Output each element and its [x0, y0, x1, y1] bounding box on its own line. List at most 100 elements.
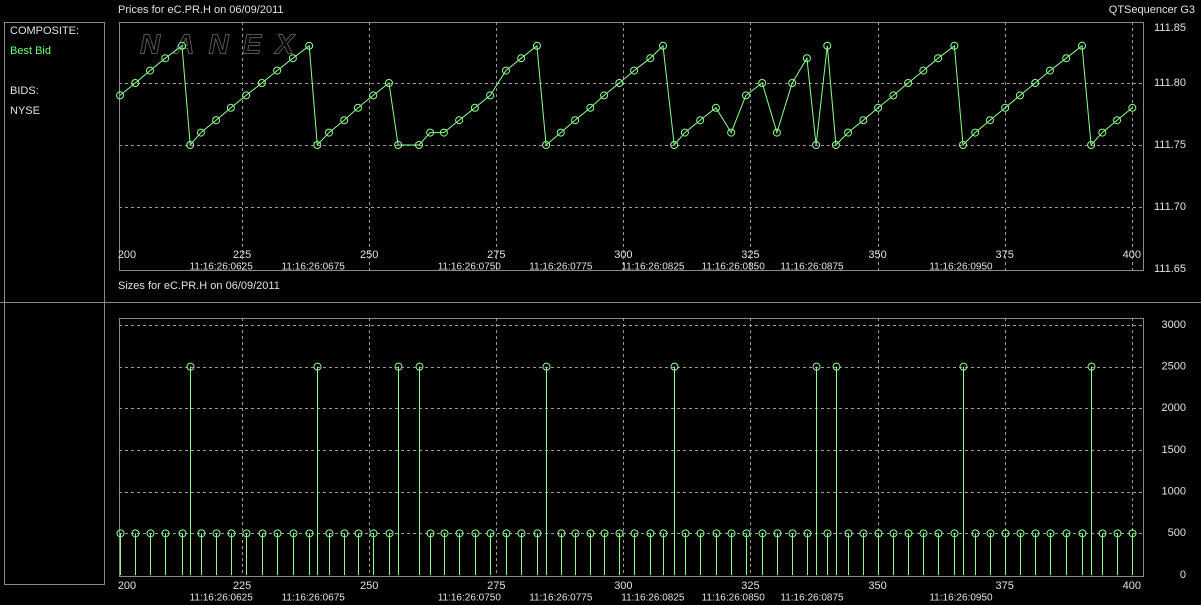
size-marker: [773, 529, 782, 538]
price-marker: [950, 41, 959, 50]
size-marker: [712, 529, 721, 538]
size-marker: [186, 362, 195, 371]
size-marker: [1062, 529, 1071, 538]
x-tick-label: 250: [360, 249, 378, 261]
price-marker: [727, 128, 736, 137]
size-marker: [823, 529, 832, 538]
y-tick-label: 3000: [1162, 319, 1186, 331]
price-marker: [934, 54, 943, 63]
size-marker: [659, 529, 668, 538]
size-marker: [146, 529, 155, 538]
size-marker: [681, 529, 690, 538]
price-marker: [1098, 128, 1107, 137]
panel-heading: BIDS:: [10, 85, 39, 97]
size-marker: [486, 529, 495, 538]
size-marker: [1113, 529, 1122, 538]
size-marker: [258, 529, 267, 538]
time-label: 11:16:26:0625: [190, 593, 254, 604]
price-marker: [532, 41, 541, 50]
price-marker: [146, 66, 155, 75]
time-label: 11:16:26:0950: [929, 593, 993, 604]
price-marker: [131, 79, 140, 87]
time-label: 11:16:26:0750: [438, 262, 502, 273]
x-tick-label: 225: [233, 249, 251, 261]
size-marker: [586, 529, 595, 538]
price-marker: [889, 91, 898, 100]
x-tick-label: 200: [118, 580, 136, 592]
size-marker: [1098, 529, 1107, 538]
size-marker: [630, 529, 639, 538]
size-marker: [803, 529, 812, 538]
size-marker: [742, 529, 751, 538]
price-marker: [369, 91, 378, 100]
price-marker: [273, 66, 282, 75]
size-marker: [305, 529, 314, 538]
size-marker: [696, 529, 705, 538]
size-marker: [385, 529, 394, 538]
size-marker: [874, 529, 883, 538]
size-marker: [615, 529, 624, 538]
price-marker: [600, 91, 609, 100]
time-label: 11:16:26:0750: [438, 593, 502, 604]
size-marker: [440, 529, 449, 538]
price-marker: [1062, 54, 1071, 63]
price-marker: [353, 103, 362, 112]
price-marker: [242, 91, 251, 100]
size-marker: [354, 529, 363, 538]
price-marker: [646, 54, 655, 63]
size-marker: [289, 529, 298, 538]
price-marker: [542, 141, 551, 149]
x-tick-label: 300: [614, 580, 632, 592]
price-marker: [859, 116, 868, 125]
x-tick-label: 300: [614, 249, 632, 261]
x-tick-label: 400: [1123, 580, 1141, 592]
size-marker: [197, 529, 206, 538]
size-marker: [859, 529, 868, 538]
price-marker: [426, 128, 435, 137]
size-marker: [415, 362, 424, 371]
price-marker: [394, 141, 403, 149]
price-marker: [486, 91, 495, 100]
size-marker: [212, 529, 221, 538]
price-marker: [455, 116, 464, 125]
size-marker: [844, 529, 853, 538]
time-label: 11:16:26:0625: [190, 262, 254, 273]
x-tick-label: 275: [487, 249, 505, 261]
size-marker: [812, 362, 821, 371]
size-marker: [161, 529, 170, 538]
price-marker: [178, 41, 187, 50]
price-marker: [741, 91, 750, 100]
y-tick-label: 111.70: [1154, 201, 1186, 213]
price-marker: [196, 128, 205, 137]
price-marker: [556, 128, 565, 137]
y-tick-label: 0: [1180, 569, 1186, 581]
size-marker: [788, 529, 797, 538]
price-marker: [711, 103, 720, 112]
chart-title: Prices for eC.PR.H on 06/09/2011: [118, 4, 284, 16]
x-tick-label: 400: [1123, 249, 1141, 261]
price-marker: [305, 41, 314, 50]
size-marker: [471, 529, 480, 538]
price-marker: [680, 128, 689, 137]
y-tick-label: 111.85: [1154, 22, 1186, 34]
size-marker: [1078, 529, 1087, 538]
price-marker: [439, 128, 448, 137]
size-marker: [571, 529, 580, 538]
price-marker: [257, 79, 266, 87]
plot-frame: [119, 22, 1144, 271]
price-marker: [384, 79, 393, 87]
plot-frame: [119, 318, 1144, 577]
price-marker: [470, 103, 479, 112]
size-marker: [1046, 529, 1055, 538]
y-tick-label: 111.65: [1154, 263, 1186, 275]
time-label: 11:16:26:0950: [929, 262, 993, 273]
legend-panel: [4, 22, 105, 585]
time-label: 11:16:26:0775: [529, 593, 593, 604]
size-marker: [325, 529, 334, 538]
time-label: 11:16:26:0775: [529, 262, 593, 273]
size-marker: [1016, 529, 1025, 538]
price-marker: [324, 128, 333, 137]
price-marker: [985, 116, 994, 125]
size-marker: [178, 529, 187, 538]
